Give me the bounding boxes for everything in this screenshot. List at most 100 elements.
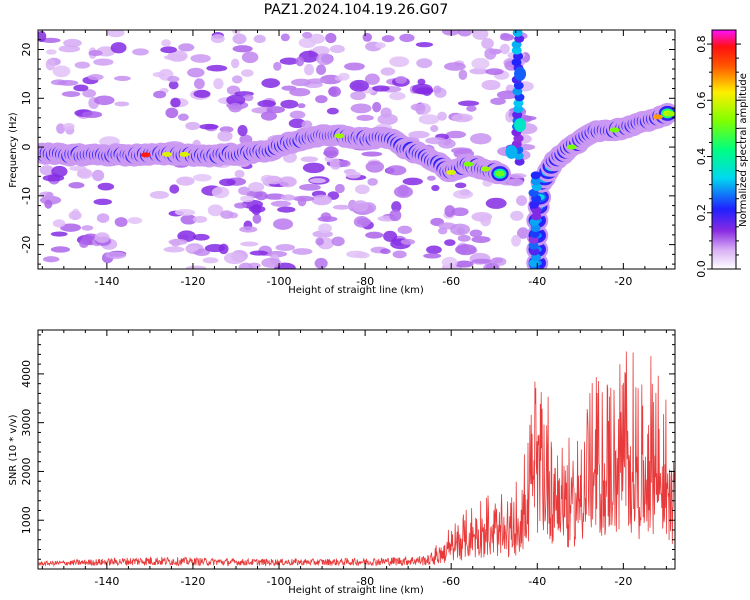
noise-blob [105,251,127,259]
noise-blob [437,111,447,121]
ridge-peak [140,152,151,158]
noise-blob [206,64,228,72]
snr-frame [37,329,676,570]
noise-blob [240,195,255,203]
noise-blob [297,197,307,207]
noise-blob [356,114,374,121]
noise-blob [275,244,295,252]
noise-blob [232,33,247,45]
ridge-segment [495,170,505,177]
noise-blob [454,182,467,189]
noise-blob [94,232,110,243]
colorbar-tick-label: 0.4 [695,148,708,166]
noise-blob [318,223,332,234]
noise-blob [444,205,456,218]
noise-blob [234,202,248,209]
noise-blob [392,250,407,259]
noise-blob [110,42,127,54]
noise-blob [444,239,456,247]
noise-blob [332,204,351,210]
ridge-vertical-segment [513,99,524,108]
noise-blob [302,31,313,39]
noise-blob [430,125,439,133]
ridge-vertical-segment [531,183,542,192]
noise-blob [500,32,510,39]
y-tick-label: -20 [20,236,33,254]
noise-blob [451,207,469,217]
noise-blob [289,110,306,119]
noise-blob [114,101,130,107]
noise-blob [374,42,386,49]
noise-blob [355,184,370,195]
noise-blob [255,191,268,201]
noise-blob [226,94,246,106]
noise-blob [352,200,369,212]
noise-blob [261,78,280,88]
noise-blob [377,113,398,125]
noise-blob [453,189,474,199]
noise-blob [87,74,104,81]
y-tick-label: 2000 [20,457,33,485]
noise-blob [491,257,503,264]
colorbar-tick-label: 0.0 [695,260,708,278]
noise-blob [426,175,436,181]
x-tick-label: -40 [528,275,546,288]
snr-panel: -140 -120 -100 -80 -60 -40 -20 1000 2000 3000 400… [8,329,676,596]
noise-blob [279,57,299,65]
ridge-vertical-segment [512,30,523,37]
noise-blob [297,103,306,109]
noise-blob [257,100,277,108]
noise-blob [433,85,442,94]
noise-blob [338,160,351,168]
noise-blob [402,177,423,186]
noise-blob [454,260,474,268]
noise-blob [199,123,219,130]
noise-blob [248,205,266,213]
noise-blob [248,181,265,192]
snr-y-ticks: 1000 2000 3000 4000 [20,334,675,560]
ridge-peak [463,161,474,167]
ridge-peak [446,169,457,175]
noise-blob [443,62,466,71]
colorbar: 0.0 0.2 0.4 0.6 0.8 Normalized spectral ampl… [695,29,749,278]
ridge-hotspot [514,118,527,133]
noise-blob [397,225,413,235]
ridge-peak [179,151,190,157]
noise-blob [81,111,103,119]
noise-blob [241,69,254,77]
noise-blob [163,246,185,253]
noise-blob [361,151,383,157]
noise-blob [338,72,350,81]
noise-blob [240,241,259,247]
noise-blob [46,49,57,55]
noise-blob [391,201,402,213]
noise-blob [350,103,372,114]
noise-blob [372,85,390,92]
noise-blob [193,78,205,90]
noise-blob [96,213,110,223]
noise-blob [73,84,89,92]
noise-blob [278,176,297,188]
noise-blob [174,209,196,216]
noise-blob [329,158,342,170]
noise-blob [231,75,243,84]
ridge-peak [609,127,620,133]
noise-blob [415,87,434,95]
noise-blob [68,210,82,221]
noise-blob [217,130,233,142]
noise-blob [295,56,305,67]
noise-blob [389,92,406,101]
noise-blob [223,252,246,265]
spectrogram-x-axis-label: Height of straight line (km) [288,285,424,296]
noise-blob [178,43,195,52]
noise-blob [230,58,240,69]
noise-blob [303,63,315,76]
noise-blob [309,178,326,184]
noise-blob [170,97,181,108]
noise-blob [485,197,507,209]
noise-blob [63,122,75,130]
noise-blob [445,130,467,139]
snr-x-axis-label: Height of straight line (km) [288,585,424,596]
noise-blob [52,219,66,228]
